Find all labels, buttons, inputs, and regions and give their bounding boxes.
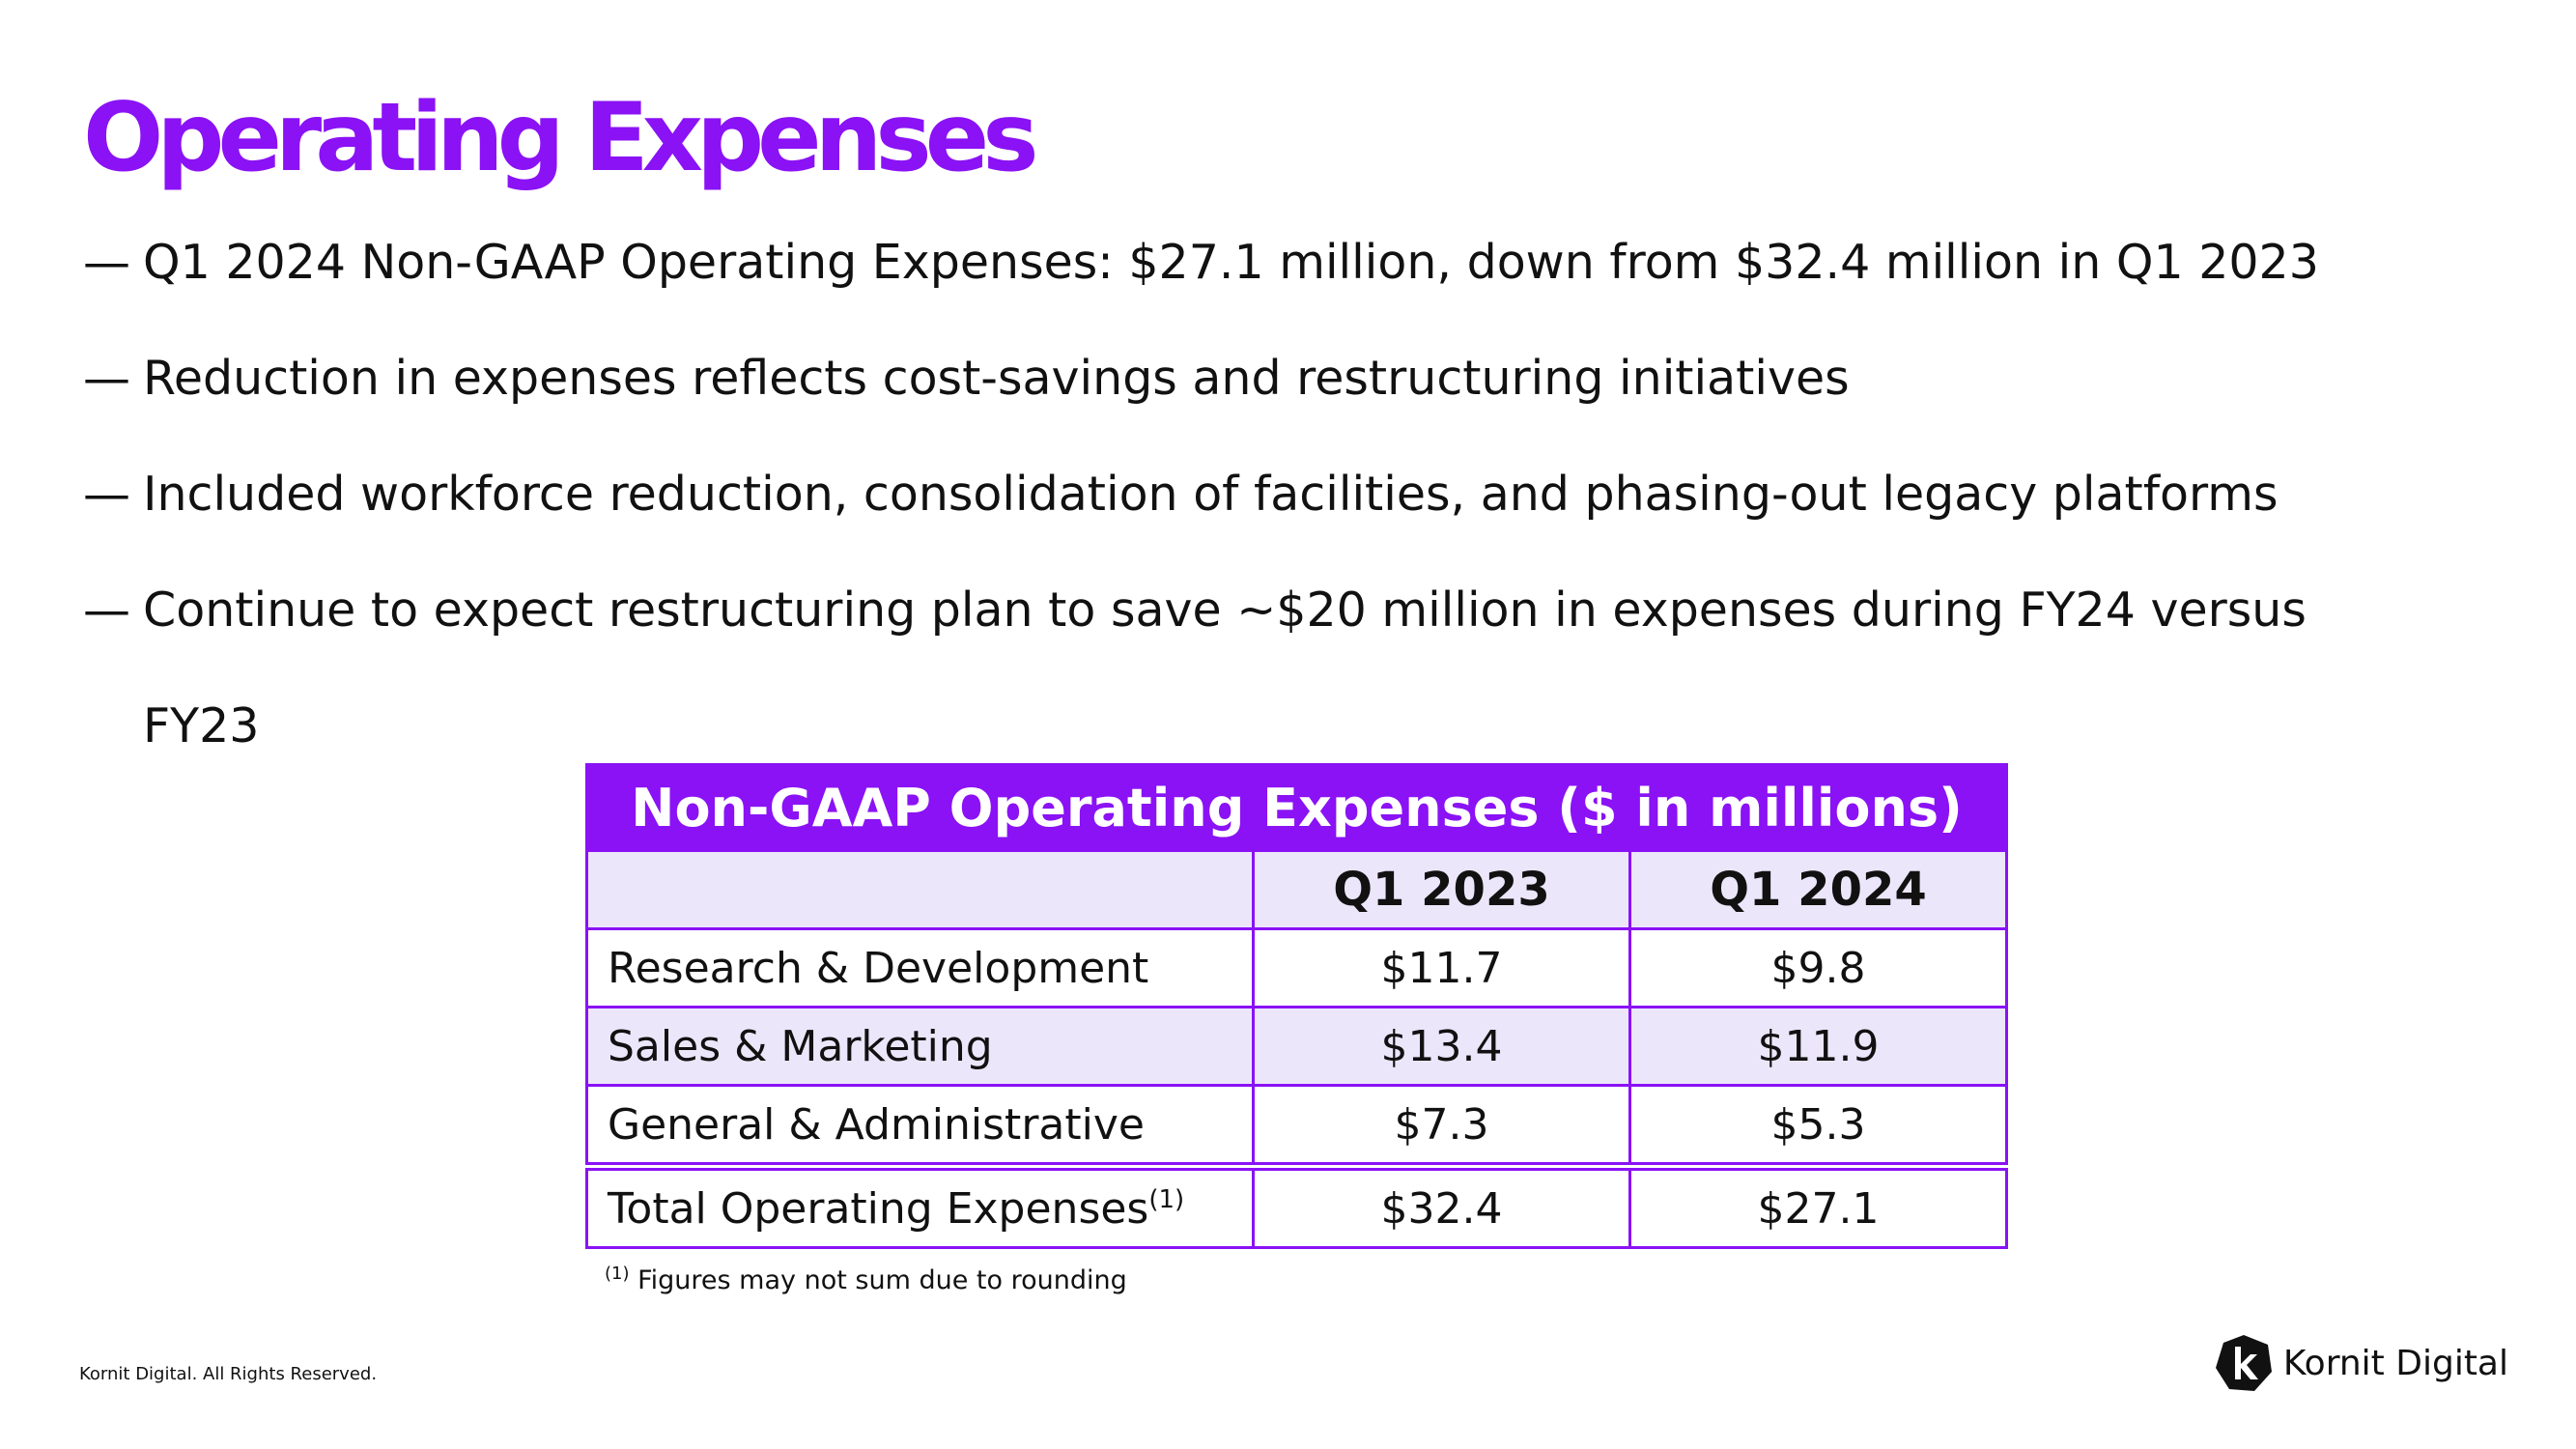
- cell-q1-2023: $11.7: [1252, 927, 1631, 1009]
- table-row: General & Administrative $7.3 $5.3: [585, 1084, 2009, 1168]
- bullet-dash: —: [83, 235, 130, 290]
- total-footnote-marker: (1): [1148, 1184, 1185, 1214]
- table-row: Research & Development $11.7 $9.8: [585, 927, 2009, 1009]
- bullet-text: Included workforce reduction, consolidat…: [143, 467, 2279, 522]
- bullet-continuation: FY23: [143, 698, 260, 753]
- bullet-dash: —: [83, 351, 130, 406]
- cell-q1-2024: $9.8: [1628, 927, 2009, 1009]
- total-label: Total Operating Expenses: [608, 1183, 1149, 1234]
- cell-q1-2023: $7.3: [1252, 1084, 1631, 1168]
- table-footnote: (1) Figures may not sum due to rounding: [605, 1264, 1127, 1295]
- cell-q1-2024: $5.3: [1628, 1084, 2009, 1168]
- row-label: Research & Development: [585, 927, 1255, 1009]
- footnote-text: Figures may not sum due to rounding: [637, 1265, 1127, 1295]
- cell-q1-2023: $13.4: [1252, 1006, 1631, 1087]
- bullet-dash: —: [83, 467, 130, 522]
- row-label: General & Administrative: [585, 1084, 1255, 1168]
- footnote-marker: (1): [605, 1264, 630, 1284]
- opex-table: Non-GAAP Operating Expenses ($ in millio…: [584, 763, 2009, 1249]
- page-title: Operating Expenses: [83, 83, 1039, 193]
- cell-q1-2024: $11.9: [1628, 1006, 2009, 1087]
- kornit-k-icon: [2215, 1335, 2272, 1391]
- bullet-item: — Q1 2024 Non-GAAP Operating Expenses: $2…: [83, 234, 2319, 292]
- company-logo: Kornit Digital: [2214, 1333, 2508, 1393]
- row-label: Sales & Marketing: [585, 1006, 1255, 1087]
- bullet-text: Q1 2024 Non-GAAP Operating Expenses: $27…: [143, 235, 2319, 290]
- total-label-cell: Total Operating Expenses(1): [585, 1162, 1255, 1249]
- column-header-q1-2023: Q1 2023: [1252, 849, 1631, 930]
- logo-text: Kornit Digital: [2282, 1343, 2508, 1383]
- bullet-text: Reduction in expenses reflects cost-savi…: [143, 351, 1850, 406]
- column-header-q1-2024: Q1 2024: [1628, 849, 2009, 930]
- column-header-blank: [585, 849, 1255, 930]
- copyright-text: Kornit Digital. All Rights Reserved.: [79, 1364, 378, 1384]
- bullet-text: Continue to expect restructuring plan to…: [143, 582, 2307, 638]
- bullet-item: — Reduction in expenses reflects cost-sav…: [83, 350, 1850, 408]
- table-title: Non-GAAP Operating Expenses ($ in millio…: [584, 763, 2009, 852]
- bullet-dash: —: [83, 582, 130, 638]
- bullet-item: — Included workforce reduction, consolida…: [83, 466, 2279, 524]
- total-q1-2023: $32.4: [1252, 1162, 1631, 1249]
- total-q1-2024: $27.1: [1628, 1162, 2009, 1249]
- bullet-item: — Continue to expect restructuring plan t…: [83, 582, 2307, 639]
- table-row: Sales & Marketing $13.4 $11.9: [585, 1006, 2009, 1087]
- table-header-row: Q1 2023 Q1 2024: [585, 849, 2009, 930]
- table-total-row: Total Operating Expenses(1) $32.4 $27.1: [585, 1162, 2009, 1249]
